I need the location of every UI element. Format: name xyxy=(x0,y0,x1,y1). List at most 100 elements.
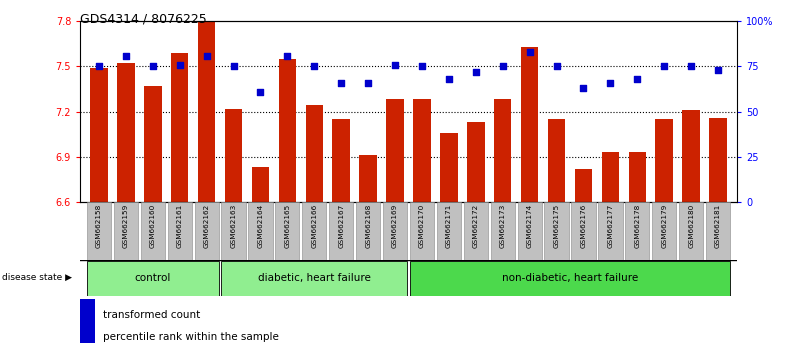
Bar xyxy=(221,261,407,296)
Point xyxy=(173,62,186,67)
Bar xyxy=(87,261,219,296)
Bar xyxy=(117,63,135,202)
Point xyxy=(604,80,617,85)
Point xyxy=(308,64,320,69)
Bar xyxy=(167,202,191,260)
Text: diabetic, heart failure: diabetic, heart failure xyxy=(258,273,371,283)
Bar xyxy=(80,205,95,343)
Bar xyxy=(545,202,569,260)
Bar xyxy=(360,155,377,202)
Bar xyxy=(464,202,488,260)
Point xyxy=(147,64,159,69)
Bar xyxy=(494,99,512,202)
Point xyxy=(281,53,294,58)
Point xyxy=(469,69,482,75)
Bar xyxy=(248,202,272,260)
Text: GSM662180: GSM662180 xyxy=(688,204,694,248)
Bar xyxy=(332,119,350,202)
Bar xyxy=(144,86,162,202)
Point xyxy=(577,85,590,91)
Bar xyxy=(410,261,731,296)
Text: GSM662159: GSM662159 xyxy=(123,204,129,248)
Bar xyxy=(655,119,673,202)
Text: disease state ▶: disease state ▶ xyxy=(2,273,71,282)
Point xyxy=(523,49,536,55)
Point xyxy=(200,53,213,58)
Bar xyxy=(279,59,296,202)
Bar xyxy=(682,110,700,202)
Text: percentile rank within the sample: percentile rank within the sample xyxy=(103,332,279,342)
Bar xyxy=(221,202,246,260)
Bar xyxy=(571,202,596,260)
Text: control: control xyxy=(135,273,171,283)
Point xyxy=(685,64,698,69)
Point xyxy=(362,80,375,85)
Bar xyxy=(602,152,619,202)
Bar xyxy=(329,202,353,260)
Point xyxy=(227,64,240,69)
Bar xyxy=(413,99,431,202)
Text: GSM662170: GSM662170 xyxy=(419,204,425,248)
Text: GSM662160: GSM662160 xyxy=(150,204,155,248)
Text: GSM662175: GSM662175 xyxy=(553,204,560,248)
Bar xyxy=(598,202,622,260)
Bar xyxy=(305,105,323,202)
Point xyxy=(119,53,132,58)
Bar xyxy=(710,118,727,202)
Text: GDS4314 / 8076225: GDS4314 / 8076225 xyxy=(80,12,207,25)
Bar xyxy=(114,202,138,260)
Bar xyxy=(80,183,95,321)
Bar xyxy=(356,202,380,260)
Bar xyxy=(252,167,269,202)
Bar xyxy=(440,132,457,202)
Bar xyxy=(679,202,703,260)
Bar xyxy=(383,202,407,260)
Bar xyxy=(91,68,107,202)
Text: GSM662176: GSM662176 xyxy=(581,204,586,248)
Bar xyxy=(195,202,219,260)
Bar xyxy=(302,202,327,260)
Bar xyxy=(141,202,165,260)
Point xyxy=(335,80,348,85)
Bar xyxy=(626,202,650,260)
Text: GSM662173: GSM662173 xyxy=(500,204,505,248)
Point xyxy=(416,64,429,69)
Point xyxy=(442,76,455,82)
Point xyxy=(254,89,267,95)
Bar xyxy=(410,202,434,260)
Bar xyxy=(225,108,242,202)
Text: GSM662165: GSM662165 xyxy=(284,204,291,248)
Point xyxy=(711,67,724,73)
Text: GSM662161: GSM662161 xyxy=(177,204,183,248)
Point xyxy=(550,64,563,69)
Bar xyxy=(171,53,188,202)
Text: GSM662177: GSM662177 xyxy=(607,204,614,248)
Text: GSM662179: GSM662179 xyxy=(662,204,667,248)
Text: GSM662181: GSM662181 xyxy=(715,204,721,248)
Bar xyxy=(198,21,215,202)
Text: GSM662168: GSM662168 xyxy=(365,204,371,248)
Text: GSM662172: GSM662172 xyxy=(473,204,479,248)
Text: GSM662164: GSM662164 xyxy=(257,204,264,248)
Point xyxy=(497,64,509,69)
Text: GSM662166: GSM662166 xyxy=(312,204,317,248)
Bar xyxy=(386,99,404,202)
Text: GSM662162: GSM662162 xyxy=(203,204,210,248)
Bar xyxy=(548,119,566,202)
Text: GSM662167: GSM662167 xyxy=(338,204,344,248)
Bar xyxy=(276,202,300,260)
Bar xyxy=(467,122,485,202)
Text: non-diabetic, heart failure: non-diabetic, heart failure xyxy=(502,273,638,283)
Text: GSM662171: GSM662171 xyxy=(446,204,452,248)
Bar xyxy=(652,202,676,260)
Bar xyxy=(575,169,592,202)
Point xyxy=(658,64,670,69)
Bar xyxy=(491,202,515,260)
Bar xyxy=(629,152,646,202)
Bar xyxy=(706,202,731,260)
Point xyxy=(93,64,106,69)
Text: GSM662158: GSM662158 xyxy=(96,204,102,248)
Text: GSM662174: GSM662174 xyxy=(526,204,533,248)
Bar xyxy=(517,202,541,260)
Bar xyxy=(521,47,538,202)
